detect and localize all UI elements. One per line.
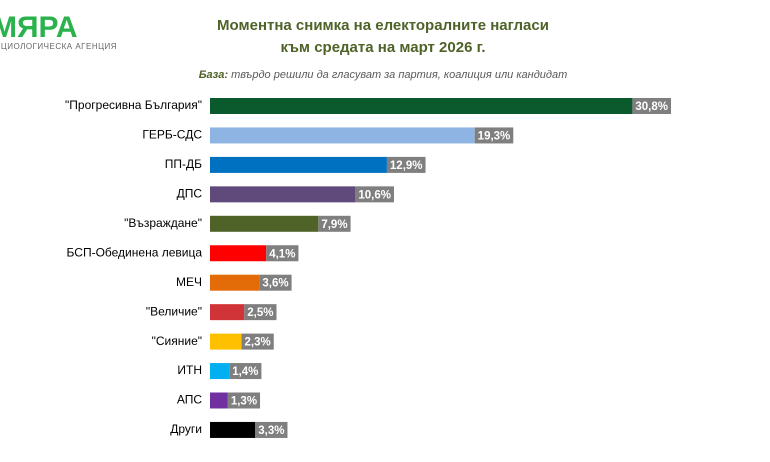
category-label: "Прогресивна България" — [65, 98, 202, 112]
bar — [210, 363, 230, 380]
value-label: 19,3% — [478, 130, 511, 142]
value-label: 1,3% — [231, 396, 257, 408]
value-label-box — [244, 304, 277, 321]
value-label: 1,4% — [232, 366, 258, 378]
category-label: АПС — [177, 393, 202, 407]
category-label: "Величие" — [146, 304, 202, 318]
bar — [210, 392, 228, 409]
value-label-box — [355, 186, 394, 203]
category-label: МЕЧ — [176, 275, 202, 289]
value-label-box — [266, 245, 299, 262]
value-label-box — [259, 274, 292, 291]
value-label-box — [318, 215, 351, 232]
value-label-box — [474, 127, 514, 144]
value-label: 12,9% — [390, 160, 423, 172]
logo-tagline: СОЦИОЛОГИЧЕСКА АГЕНЦИЯ — [0, 42, 117, 51]
category-label: ПП-ДБ — [165, 157, 202, 171]
category-label: ДПС — [177, 187, 203, 201]
chart-title: към средата на март 2026 г. — [280, 39, 485, 56]
bar — [210, 98, 633, 114]
value-label: 7,9% — [321, 219, 347, 231]
category-label: "Сияние" — [152, 334, 202, 348]
value-label: 4,1% — [269, 248, 295, 260]
value-label-box — [255, 421, 288, 438]
value-label-box — [229, 363, 262, 380]
value-label-box — [386, 156, 426, 173]
base-label: База: — [199, 69, 229, 81]
value-label-box — [227, 392, 261, 409]
bar — [210, 186, 356, 203]
value-label: 10,6% — [358, 189, 391, 201]
bar — [210, 156, 387, 173]
category-label: ИТН — [177, 363, 202, 377]
bar — [210, 245, 267, 262]
value-label: 3,3% — [258, 425, 284, 437]
base-text: твърдо решили да гласуват за партия, коа… — [231, 69, 567, 81]
value-label: 2,3% — [245, 337, 271, 349]
value-label-box — [241, 333, 274, 350]
category-label: "Възраждане" — [124, 216, 202, 230]
bar — [210, 274, 260, 291]
chart-title: Моментна снимка на електоралните нагласи — [217, 17, 549, 34]
value-label: 3,6% — [262, 278, 288, 290]
value-label-box — [632, 98, 672, 114]
value-label: 30,8% — [635, 101, 668, 113]
logo-name: МЯРА — [0, 11, 78, 44]
bar — [210, 304, 245, 321]
category-label: ГЕРБ-СДС — [142, 128, 202, 142]
category-label: БСП-Обединена левица — [67, 245, 203, 259]
value-label: 2,5% — [247, 307, 273, 319]
bar — [210, 215, 319, 232]
category-label: Други — [170, 422, 202, 436]
bar — [210, 127, 475, 144]
bar — [210, 421, 256, 438]
chart-subtitle: База: твърдо решили да гласуват за парти… — [199, 69, 568, 81]
bar — [210, 333, 242, 350]
